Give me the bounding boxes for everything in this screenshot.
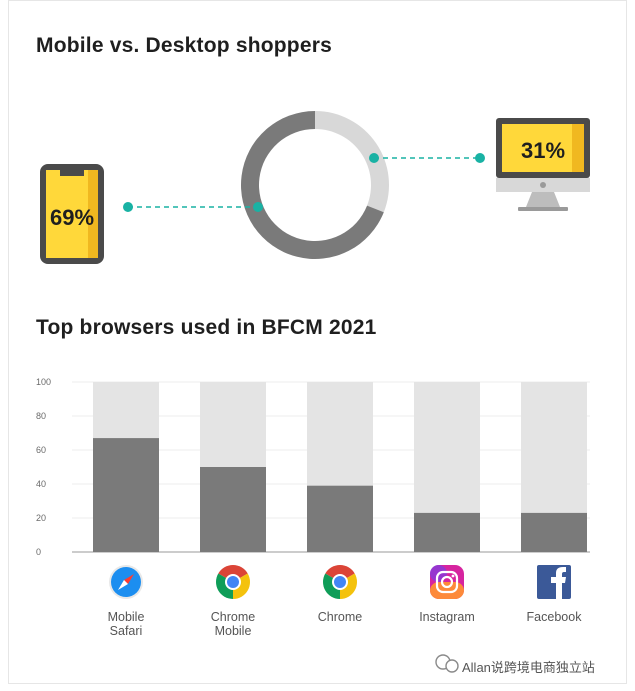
category-label: Safari: [110, 624, 143, 638]
category-label: Facebook: [527, 610, 583, 624]
y-tick-label: 60: [36, 445, 46, 455]
bar-mobile-safari: [93, 438, 159, 552]
donut-slice-desktop: [315, 111, 390, 213]
y-tick-label: 40: [36, 479, 46, 489]
category-label: Chrome: [318, 610, 363, 624]
facebook-icon: [537, 565, 571, 599]
y-tick-label: 0: [36, 547, 41, 557]
bar-facebook: [521, 512, 587, 552]
phone-icon: [40, 164, 104, 264]
bar-chrome-mobile: [200, 467, 266, 552]
category-label: Chrome: [211, 610, 256, 624]
wechat-icon: [435, 654, 459, 673]
y-tick-label: 100: [36, 377, 51, 387]
footer-watermark: Allan说跨境电商独立站: [462, 660, 595, 675]
category-label: Mobile: [108, 610, 145, 624]
bar-instagram: [414, 512, 480, 552]
y-tick-label: 20: [36, 513, 46, 523]
mobile-connector: [123, 202, 263, 212]
category-label: Mobile: [215, 624, 252, 638]
bar-chrome: [307, 485, 373, 552]
y-tick-label: 80: [36, 411, 46, 421]
browsers-chart-title: Top browsers used in BFCM 2021: [36, 316, 377, 339]
mobile-desktop-title: Mobile vs. Desktop shoppers: [36, 34, 332, 57]
mobile-desktop-donut: [241, 111, 390, 259]
chrome-icon: [323, 565, 358, 599]
desktop-monitor-icon: [496, 118, 590, 211]
safari-icon: [109, 565, 143, 599]
chrome-icon: [215, 565, 251, 599]
mobile-percent-label: 69%: [50, 205, 94, 230]
desktop-connector: [369, 153, 485, 163]
category-label: Instagram: [419, 610, 475, 624]
instagram-icon: [430, 565, 464, 599]
desktop-percent-label: 31%: [521, 138, 565, 163]
